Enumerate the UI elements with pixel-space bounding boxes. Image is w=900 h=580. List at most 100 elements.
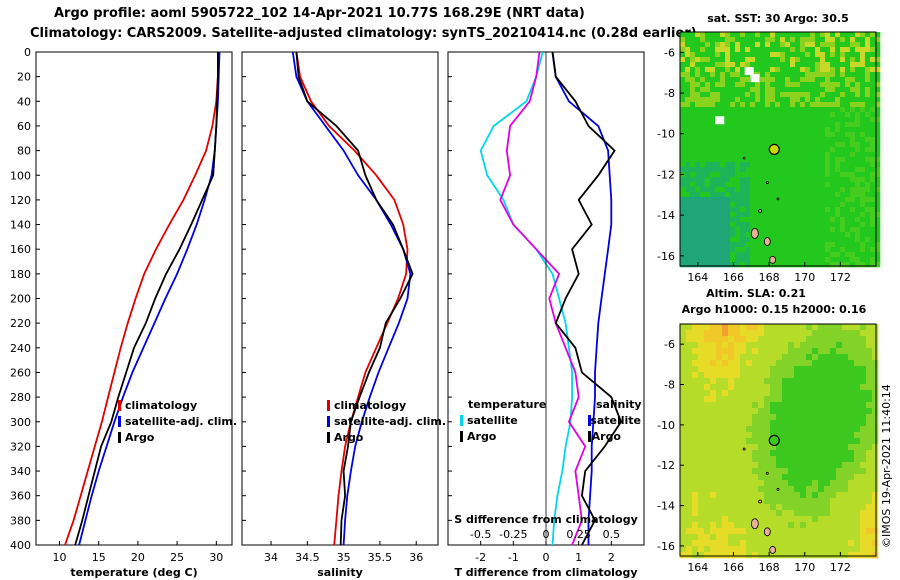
map-cell: [685, 107, 691, 113]
map-cell: [775, 142, 781, 148]
map-cell: [710, 540, 717, 547]
x-tick-label: 10: [53, 551, 67, 564]
map-cell: [848, 468, 855, 475]
map-cell: [710, 480, 717, 487]
map-cell: [875, 257, 881, 263]
map-cell: [686, 486, 693, 493]
map-cell: [795, 77, 801, 83]
map-cell: [836, 444, 843, 451]
map-cell: [854, 450, 861, 457]
map-cell: [812, 336, 819, 343]
map-cell: [785, 257, 791, 263]
map-cell: [775, 92, 781, 98]
map-cell: [710, 342, 717, 349]
map-cell: [692, 462, 699, 469]
map-cell: [795, 177, 801, 183]
map-cell: [710, 192, 716, 198]
map-cell: [806, 366, 813, 373]
map-cell: [835, 177, 841, 183]
map-cell: [872, 438, 879, 445]
map-cell: [710, 486, 717, 493]
island: [776, 488, 780, 491]
map-cell: [704, 540, 711, 547]
map-cell: [815, 257, 821, 263]
map-cell: [812, 552, 819, 559]
map-cell: [765, 167, 771, 173]
map-cell: [745, 212, 751, 218]
map-cell: [735, 247, 741, 253]
map-cell: [780, 112, 786, 118]
map-cell: [680, 390, 687, 397]
map-cell: [725, 137, 731, 143]
map-cell: [720, 162, 726, 168]
map-cell: [695, 32, 701, 38]
map-cell: [770, 242, 776, 248]
map-cell: [745, 237, 751, 243]
map-cell: [836, 546, 843, 553]
map-cell: [720, 107, 726, 113]
map-cell: [716, 516, 723, 523]
map-cell: [830, 378, 837, 385]
map-cell: [855, 227, 861, 233]
map-cell: [764, 348, 771, 355]
map-cell: [800, 237, 806, 243]
map-cell: [775, 192, 781, 198]
map-cell: [758, 534, 765, 541]
map-cell: [720, 102, 726, 108]
map-cell: [720, 72, 726, 78]
map-cell: [770, 102, 776, 108]
map-cell: [680, 354, 687, 361]
map-cell: [870, 187, 876, 193]
map-cell: [745, 177, 751, 183]
map-cell: [755, 237, 761, 243]
map-cell: [695, 242, 701, 248]
map-cell: [850, 147, 856, 153]
map-cell: [815, 52, 821, 58]
map-cell: [866, 336, 873, 343]
map-cell: [765, 187, 771, 193]
map-cell: [698, 528, 705, 535]
map-cell: [788, 420, 795, 427]
map-cell: [845, 67, 851, 73]
map-cell: [680, 247, 686, 253]
map-cell: [734, 486, 741, 493]
map-cell: [870, 112, 876, 118]
map-cell: [824, 510, 831, 517]
map-cell: [875, 42, 881, 48]
map-cell: [698, 342, 705, 349]
map-cell: [865, 32, 871, 38]
map-cell: [728, 378, 735, 385]
legend-label: satellite: [467, 414, 518, 427]
map-cell: [746, 456, 753, 463]
map-cell: [700, 137, 706, 143]
map-cell: [865, 167, 871, 173]
map-cell: [825, 202, 831, 208]
map-cell: [728, 534, 735, 541]
map-cell: [734, 540, 741, 547]
map-cell: [698, 360, 705, 367]
map-cell: [800, 402, 807, 409]
map-cell: [800, 534, 807, 541]
map-cell: [820, 177, 826, 183]
map-cell: [752, 510, 759, 517]
map-cell: [680, 102, 686, 108]
map-cell: [866, 510, 873, 517]
y-tick-label: 120: [10, 194, 31, 207]
map-cell: [855, 242, 861, 248]
map-cell: [875, 107, 881, 113]
map-cell: [865, 172, 871, 178]
map-cell: [866, 372, 873, 379]
map-cell: [820, 247, 826, 253]
legend-label: Argo: [125, 431, 155, 444]
x-axis-label: T difference from climatology: [454, 566, 637, 579]
map-cell: [760, 72, 766, 78]
map-cell: [775, 42, 781, 48]
map-cell: [794, 504, 801, 511]
map-cell: [695, 202, 701, 208]
map-cell: [815, 262, 821, 268]
map-cell: [700, 237, 706, 243]
map-cell: [865, 82, 871, 88]
map-cell: [722, 354, 729, 361]
map-cell: [740, 82, 746, 88]
